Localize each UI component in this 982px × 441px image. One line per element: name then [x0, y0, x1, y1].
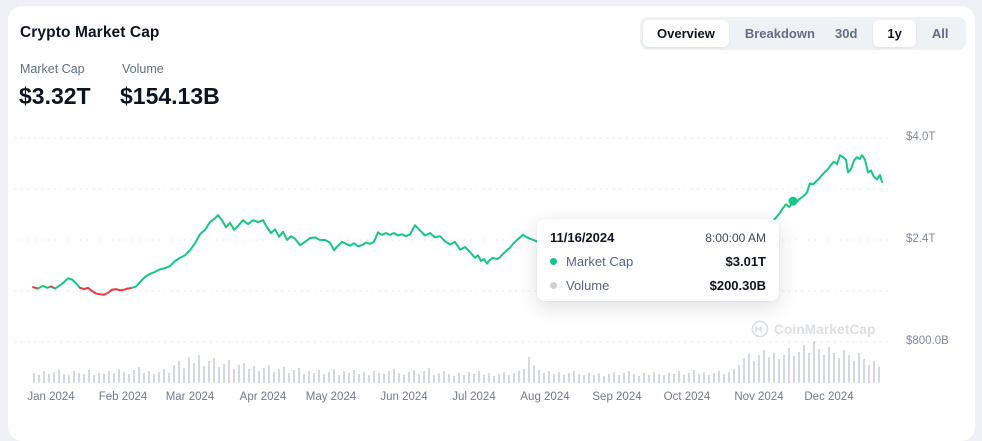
tooltip-volume-row: Volume $200.30B	[550, 278, 766, 293]
range-all[interactable]: All	[918, 20, 963, 47]
tooltip-market-cap-row: Market Cap $3.01T	[550, 254, 766, 269]
coinmarketcap-logo-icon	[751, 320, 769, 338]
range-1y[interactable]: 1y	[873, 20, 916, 47]
x-axis-label: Sep 2024	[592, 391, 642, 403]
y-axis-label: $2.4T	[906, 233, 936, 245]
coinmarketcap-watermark: CoinMarketCap	[751, 320, 876, 338]
page-title: Crypto Market Cap	[20, 24, 160, 41]
tooltip-time: 8:00:00 AM	[705, 231, 766, 245]
market-cap-line	[32, 154, 883, 296]
market-cap-label: Market Cap	[20, 62, 85, 76]
tooltip-market-cap-value: $3.01T	[725, 254, 766, 269]
x-axis-label: Oct 2024	[663, 391, 711, 403]
x-axis-label: Feb 2024	[98, 391, 148, 403]
hover-marker-dot	[788, 196, 798, 206]
x-axis-label: May 2024	[305, 391, 357, 403]
volume-dot-icon	[550, 282, 557, 289]
x-axis-label: Mar 2024	[165, 391, 215, 403]
watermark-text: CoinMarketCap	[774, 322, 876, 337]
tooltip-volume-value: $200.30B	[709, 278, 766, 293]
x-axis-label: Aug 2024	[520, 391, 570, 403]
x-axis-label: Nov 2024	[734, 391, 784, 403]
view-toggle: Overview Breakdown	[640, 17, 832, 50]
gridlines	[15, 137, 888, 343]
x-axis-label: Jun 2024	[380, 391, 428, 403]
volume-bars	[33, 341, 880, 383]
tooltip-market-cap-label: Market Cap	[566, 254, 634, 269]
tab-overview[interactable]: Overview	[643, 20, 729, 47]
market-cap-dot-icon	[550, 258, 557, 265]
x-axis-label: Jan 2024	[27, 391, 75, 403]
x-axis-label: Jul 2024	[452, 391, 496, 403]
x-axis-label: Apr 2024	[239, 391, 287, 403]
y-axis-label: $4.0T	[906, 131, 936, 143]
x-axis-label: Dec 2024	[804, 391, 854, 403]
chart-tooltip: 11/16/2024 8:00:00 AM Market Cap $3.01T …	[537, 219, 779, 301]
volume-value: $154.13B	[120, 83, 220, 109]
range-toggle: 30d 1y All	[818, 17, 966, 50]
market-cap-value: $3.32T	[19, 83, 91, 109]
tooltip-volume-label: Volume	[566, 278, 610, 293]
range-30d[interactable]: 30d	[821, 20, 871, 47]
y-axis-label: $800.0B	[906, 335, 949, 347]
tab-breakdown[interactable]: Breakdown	[731, 20, 829, 47]
tooltip-date: 11/16/2024	[550, 230, 615, 245]
volume-label: Volume	[122, 62, 164, 76]
